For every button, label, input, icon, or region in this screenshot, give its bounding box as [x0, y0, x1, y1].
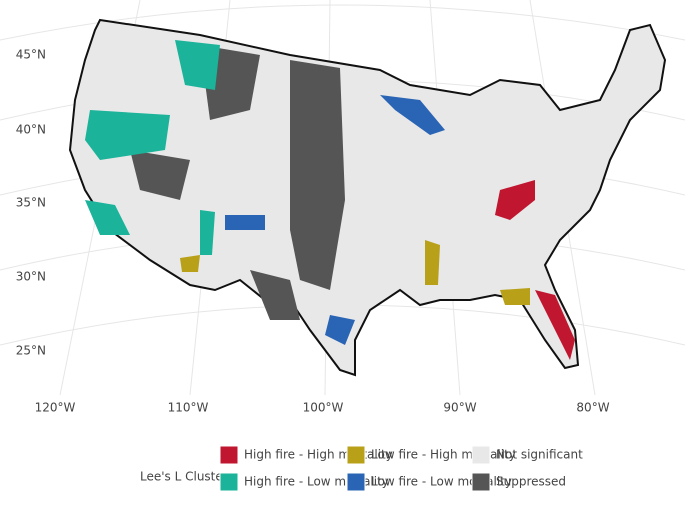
cluster-region — [325, 315, 355, 345]
lat-label: 30°N — [16, 270, 46, 284]
cluster-region — [250, 270, 300, 320]
legend-label: Suppressed — [496, 475, 566, 489]
cluster-region — [175, 40, 220, 90]
lon-label: 110°W — [168, 401, 209, 415]
legend-label: High fire - Low mortality — [244, 475, 389, 489]
clusters — [85, 40, 575, 360]
cluster-region — [180, 255, 200, 272]
legend-title: Lee's L Clusters — [140, 470, 234, 484]
legend-swatch — [346, 445, 366, 465]
lat-label: 45°N — [16, 48, 46, 62]
cluster-region — [130, 150, 190, 200]
legend-swatch — [219, 472, 239, 492]
legend-label: Low fire - High mortality — [371, 448, 516, 462]
legend-label: Not significant — [496, 448, 583, 462]
axis-labels: 45°N 40°N 35°N 30°N 25°N 120°W 110°W 100°W 90°W 8… — [16, 48, 610, 415]
lon-label: 90°W — [443, 401, 476, 415]
lon-label: 80°W — [576, 401, 609, 415]
graticule-line — [0, 4, 685, 41]
lat-label: 40°N — [16, 123, 46, 137]
cluster-region — [290, 60, 345, 290]
legend-swatch — [219, 445, 239, 465]
cluster-region — [380, 95, 445, 135]
legend-swatch — [471, 472, 491, 492]
cluster-region — [200, 210, 215, 255]
cluster-region — [425, 240, 440, 285]
lon-label: 120°W — [35, 401, 76, 415]
lat-label: 25°N — [16, 344, 46, 358]
cluster-region — [225, 215, 265, 230]
cluster-region — [495, 180, 535, 220]
lat-label: 35°N — [16, 196, 46, 210]
us-outline — [68, 18, 667, 377]
cluster-region — [500, 288, 530, 305]
cluster-region — [85, 200, 130, 235]
legend-label: Low fire - Low mortality — [371, 475, 512, 489]
legend-swatch — [471, 445, 491, 465]
legend-swatch — [346, 472, 366, 492]
lon-label: 100°W — [303, 401, 344, 415]
cluster-region — [85, 110, 170, 160]
cluster-region — [535, 290, 575, 360]
